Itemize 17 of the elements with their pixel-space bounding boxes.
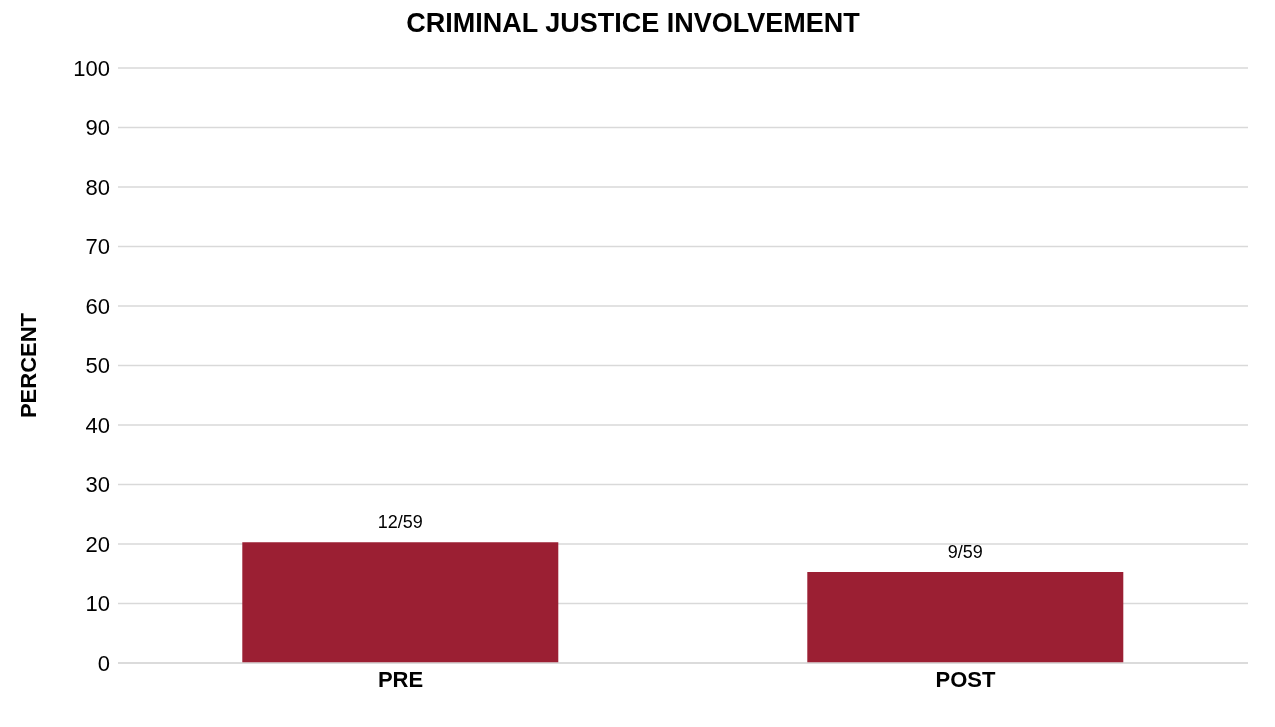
y-tick-label: 20 [85,531,110,557]
x-tick-label: PRE [377,666,424,692]
x-tick-label: POST [935,666,997,692]
y-tick-label: 10 [85,591,110,617]
y-tick-label: 100 [73,55,110,81]
y-tick-label: 0 [97,650,110,676]
y-tick-label: 30 [85,472,110,498]
y-tick-label: 90 [85,115,110,141]
data-label: 12/59 [377,512,423,533]
y-tick-label: 60 [85,293,110,319]
y-axis-title: PERCENT [15,312,41,419]
y-tick-label: 50 [85,353,110,379]
data-label: 9/59 [947,541,983,562]
y-tick-label: 70 [85,234,110,260]
y-tick-label: 80 [85,174,110,200]
y-tick-label: 40 [85,412,110,438]
chart-title: CRIMINAL JUSTICE INVOLVEMENT [405,8,861,40]
